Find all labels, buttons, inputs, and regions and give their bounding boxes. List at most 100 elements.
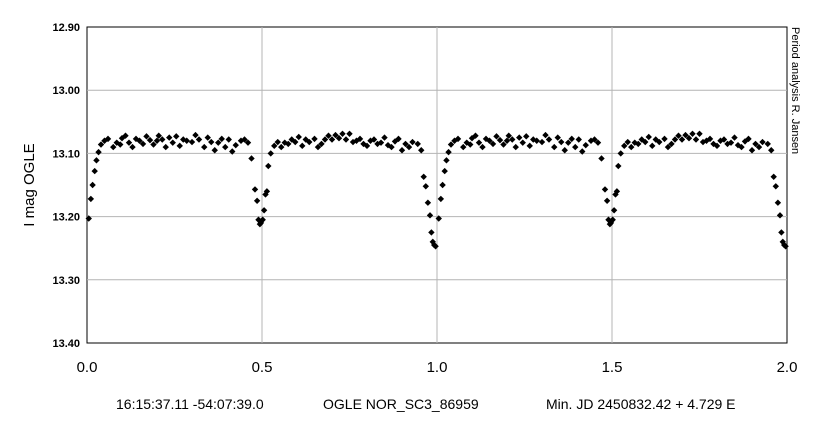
data-point [610,207,618,214]
data-point [91,167,98,175]
data-point [288,136,295,143]
data-point [467,141,474,148]
data-point [642,138,649,146]
data-point [439,181,446,189]
data-point [661,135,668,143]
data-point [509,136,516,143]
data-point [649,142,656,150]
data-point [621,142,628,150]
data-point [166,134,173,141]
data-point [395,135,402,143]
data-point [779,238,786,246]
data-point [554,134,561,141]
chart-caption: 16:15:37.11 -54:07:39.0 OGLE NOR_SC3_869… [0,396,816,420]
data-point [204,134,211,141]
data-point [381,134,388,141]
data-point [318,140,325,148]
data-point [97,141,105,148]
grid [87,27,787,343]
data-point [339,130,346,138]
data-point [95,148,102,156]
data-point [526,142,533,150]
data-point [321,136,329,143]
data-point [579,148,586,155]
data-point [274,138,281,146]
data-point [150,141,157,148]
data-point [192,131,199,139]
data-point [405,143,413,151]
y-tick-labels: 12.90 13.00 13.10 13.20 13.30 13.40 [52,22,80,350]
x-tick-label: 2.0 [777,359,798,376]
data-point [251,186,259,193]
x-tick-label: 0.0 [77,359,98,376]
data-point [263,188,271,195]
data-point [582,141,589,149]
data-point [696,130,703,138]
data-point [568,135,575,143]
data-point [183,137,190,144]
data-point [523,133,530,140]
data-point [776,212,784,219]
x-tick-label: 1.0 [427,359,448,376]
data-point [328,136,336,143]
data-point [675,132,682,139]
data-point [533,137,540,144]
data-point [685,135,693,142]
data-point [169,139,176,146]
data-point [545,136,553,143]
data-point [85,215,92,222]
data-point [271,142,278,150]
data-point [428,229,435,236]
data-point [609,216,616,223]
data-point [435,215,442,222]
data-point [342,136,350,143]
y-tick-label: 13.40 [52,338,80,350]
data-point [748,147,756,154]
data-point [682,131,689,139]
data-point [176,142,183,150]
data-point [146,136,154,144]
data-point [188,138,196,146]
data-point [377,139,385,146]
data-point [370,136,378,143]
data-point [420,173,427,180]
data-point [335,135,343,142]
data-point [764,140,771,148]
data-point [302,136,309,143]
data-point [143,133,150,140]
data-point [460,143,467,151]
data-point [155,132,162,139]
data-point [594,139,602,146]
data-point [731,134,738,141]
data-point [232,141,239,149]
data-point [89,181,96,189]
data-point [720,136,728,143]
y-tick-label: 12.90 [52,22,80,34]
data-point [706,135,714,143]
data-point [153,137,161,144]
data-point [292,138,299,146]
data-point [603,197,611,204]
y-axis-label: I mag OGLE [21,143,38,226]
data-point [628,143,635,151]
data-point [768,147,775,154]
x-tick-label: 0.5 [252,359,273,376]
data-point [332,131,339,139]
data-point [208,138,215,146]
data-point [692,136,700,143]
data-point [259,216,266,223]
data-point [551,143,558,151]
data-point [512,143,519,151]
data-point [244,139,252,146]
data-point [136,137,143,144]
data-point [591,136,598,143]
data-point [615,162,622,170]
data-point [218,135,225,143]
data-point [558,138,565,146]
data-point [388,143,395,151]
data-point [201,143,208,151]
data-point [117,141,124,148]
data-point [503,137,511,144]
data-point [774,199,782,206]
data-point [486,137,493,144]
